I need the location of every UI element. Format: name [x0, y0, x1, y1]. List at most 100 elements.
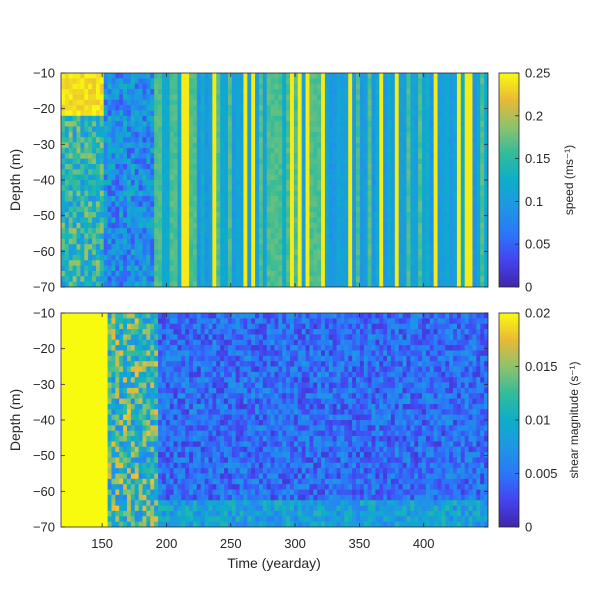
speed-cell	[453, 142, 458, 149]
speed-cell	[356, 217, 361, 224]
speed-cell	[247, 73, 252, 79]
speed-cell	[309, 163, 314, 170]
speed-cell	[119, 276, 124, 283]
speed-cell	[84, 137, 89, 143]
speed-cell	[247, 131, 252, 138]
speed-cell	[119, 78, 124, 85]
speed-cell	[99, 105, 105, 111]
speed-cell	[437, 126, 442, 133]
shear-cell	[80, 393, 85, 399]
speed-cell	[472, 105, 477, 111]
speed-cell	[453, 190, 458, 197]
speed-colorbar	[498, 72, 520, 288]
speed-cell	[484, 201, 488, 208]
speed-cell	[344, 174, 349, 181]
speed-cell	[150, 174, 155, 181]
speed-cell	[387, 276, 392, 283]
speed-cell	[154, 158, 159, 165]
speed-cell	[247, 233, 252, 240]
speed-cell	[425, 228, 431, 234]
speed-cell	[297, 190, 303, 197]
speed-cell	[92, 121, 97, 127]
speed-cell	[445, 180, 450, 186]
speed-cell	[239, 105, 244, 111]
speed-cell	[103, 260, 108, 266]
speed-cell	[262, 217, 268, 224]
speed-cell	[324, 174, 330, 181]
shear-cell	[107, 409, 112, 416]
speed-cell	[472, 222, 477, 229]
speed-cell	[301, 217, 306, 224]
speed-cell	[363, 185, 369, 192]
speed-cell	[332, 137, 338, 143]
speed-cell	[196, 260, 202, 266]
speed-cell	[363, 201, 369, 208]
speed-cell	[95, 222, 101, 229]
speed-cell	[95, 137, 101, 143]
shear-cell	[103, 323, 108, 330]
shear-cell	[99, 382, 105, 389]
speed-cell	[484, 169, 488, 176]
speed-cell	[449, 228, 454, 234]
speed-cell	[367, 83, 372, 90]
speed-cell	[344, 78, 349, 85]
speed-cell	[61, 110, 66, 117]
speed-cell	[379, 153, 384, 159]
speed-cell	[142, 276, 147, 283]
speed-cell	[251, 249, 256, 256]
speed-cell	[383, 73, 388, 79]
speed-cell	[61, 201, 66, 208]
speed-cell	[472, 196, 477, 202]
speed-cell	[134, 233, 140, 240]
speed-cell	[394, 147, 400, 154]
speed-cell	[317, 265, 322, 272]
speed-cell	[359, 254, 365, 261]
speed-cell	[146, 121, 151, 127]
speed-cell	[379, 281, 384, 287]
speed-cell	[379, 270, 384, 277]
shear-cell	[107, 403, 112, 410]
speed-cell	[88, 110, 93, 117]
speed-cell	[64, 222, 70, 229]
speed-cell	[247, 254, 252, 261]
speed-cell	[111, 147, 116, 154]
speed-cell	[88, 94, 93, 101]
speed-cell	[142, 137, 147, 143]
speed-cell	[130, 147, 136, 154]
speed-cell	[282, 233, 287, 240]
speed-cell	[72, 153, 77, 159]
speed-cell	[414, 115, 419, 122]
speed-cell	[433, 254, 438, 261]
speed-cell	[344, 126, 349, 133]
speed-cell	[348, 238, 353, 245]
speed-cell	[375, 153, 380, 159]
speed-cell	[126, 131, 132, 138]
speed-cell	[394, 153, 400, 159]
speed-cell	[383, 147, 388, 154]
speed-cell	[453, 222, 458, 229]
speed-cell	[356, 238, 361, 245]
speed-cell	[422, 228, 427, 234]
speed-cell	[383, 265, 388, 272]
speed-cell	[68, 249, 74, 256]
speed-cell	[282, 105, 287, 111]
speed-cell	[95, 233, 101, 240]
speed-cell	[243, 212, 248, 218]
speed-cell	[173, 99, 178, 106]
speed-cell	[262, 190, 268, 197]
speed-cell	[216, 180, 221, 186]
speed-cell	[309, 212, 314, 218]
speed-cell	[208, 163, 213, 170]
speed-cell	[262, 265, 268, 272]
speed-cell	[212, 163, 217, 170]
speed-cell	[359, 158, 365, 165]
speed-cell	[375, 94, 380, 101]
speed-cell	[282, 249, 287, 256]
speed-cell	[383, 94, 388, 101]
speed-cell	[181, 206, 186, 213]
speed-cell	[247, 185, 252, 192]
speed-cell	[227, 89, 233, 95]
speed-cell	[367, 228, 372, 234]
speed-cell	[321, 126, 326, 133]
speed-cell	[437, 206, 442, 213]
